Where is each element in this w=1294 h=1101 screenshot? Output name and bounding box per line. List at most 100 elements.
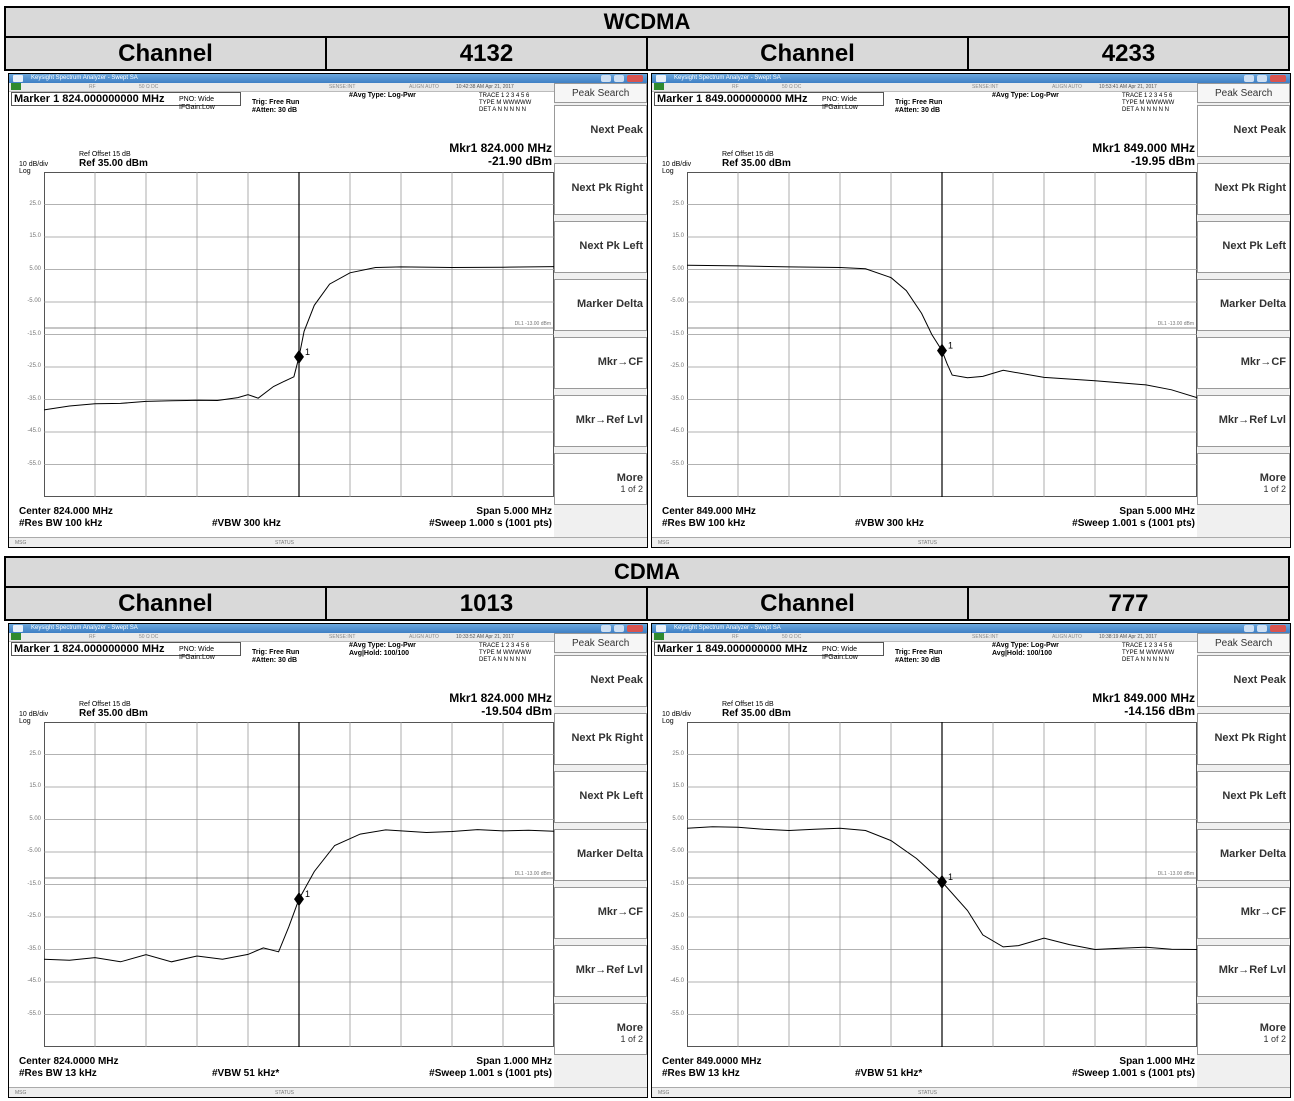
close-icon[interactable]	[1270, 75, 1286, 82]
window-title: Keysight Spectrum Analyzer - Swept SA	[674, 75, 781, 81]
softkey-panel: Peak Search Next Peak Next Pk Right Next Pk…	[1197, 83, 1290, 547]
spectrum-plot[interactable]: DL1 -13.00 dBm 1	[686, 172, 1198, 502]
softkey-next-pk-right-button[interactable]: Next Pk Right	[1197, 163, 1290, 215]
trigger-setting: Trig: Free Run	[252, 649, 300, 656]
channel-label-cell: Channel	[648, 588, 969, 621]
softkey-mkr-cf-button[interactable]: Mkr→CF	[554, 887, 647, 939]
y-tick-label: -25.0	[27, 363, 41, 369]
close-icon[interactable]	[627, 75, 643, 82]
softkey-next-pk-left-button[interactable]: Next Pk Left	[1197, 221, 1290, 273]
marker-frequency: Mkr1 824.000 MHz	[449, 691, 552, 705]
minimize-icon[interactable]	[1244, 625, 1254, 632]
softkey-mkr-cf-button[interactable]: Mkr→CF	[1197, 337, 1290, 389]
y-tick-label: 25.0	[672, 200, 684, 207]
softkey-marker-delta-button[interactable]: Marker Delta	[554, 829, 647, 881]
window-title: Keysight Spectrum Analyzer - Swept SA	[31, 75, 138, 81]
softkey-next-pk-right-button[interactable]: Next Pk Right	[1197, 713, 1290, 765]
scale-per-div: 10 dB/div	[19, 711, 49, 718]
sense-indicator: SENSE:INT	[972, 84, 999, 90]
softkey-menu-title: Peak Search	[1197, 633, 1290, 653]
y-tick-label: -15.0	[670, 880, 684, 887]
pno-setting: PNO: Wide	[822, 96, 858, 103]
channel-label-cell: Channel	[6, 588, 327, 621]
spectrum-plot[interactable]: DL1 -13.00 dBm 1	[43, 172, 555, 502]
softkey-more-button[interactable]: More 1 of 2	[554, 453, 647, 505]
softkey-mkr-ref-lvl-button[interactable]: Mkr→Ref Lvl	[1197, 945, 1290, 997]
trigger-setting: Trig: Free Run	[252, 99, 300, 106]
section-header-cdma: CDMA	[4, 556, 1290, 588]
softkey-panel: Peak Search Next Peak Next Pk Right Next Pk…	[554, 633, 647, 1097]
app-icon	[13, 75, 23, 82]
analyzer-screenshot: Keysight Spectrum Analyzer - Swept SA RF…	[651, 73, 1291, 548]
sweep-time: #Sweep 1.001 s (1001 pts)	[1072, 1068, 1195, 1079]
y-tick-label: -55.0	[670, 1010, 684, 1017]
softkey-more-button[interactable]: More 1 of 2	[1197, 1003, 1290, 1055]
avg-hold: Avg|Hold: 100/100	[349, 650, 410, 657]
softkey-next-peak-button[interactable]: Next Peak	[1197, 655, 1290, 707]
y-tick-label: -35.0	[670, 945, 684, 952]
vbw: #VBW 51 kHz*	[212, 1068, 280, 1079]
softkey-next-peak-button[interactable]: Next Peak	[1197, 105, 1290, 157]
softkey-more-button[interactable]: More 1 of 2	[554, 1003, 647, 1055]
avg-type: #Avg Type: Log-Pwr	[992, 92, 1059, 99]
window-titlebar: Keysight Spectrum Analyzer - Swept SA	[9, 624, 647, 633]
softkey-next-pk-right-button[interactable]: Next Pk Right	[554, 713, 647, 765]
minimize-icon[interactable]	[601, 625, 611, 632]
softkey-marker-delta-button[interactable]: Marker Delta	[554, 279, 647, 331]
maximize-icon[interactable]	[1257, 75, 1267, 82]
softkey-mkr-ref-lvl-button[interactable]: Mkr→Ref Lvl	[554, 945, 647, 997]
spectrum-chart: DL1 -13.00 dBm 1	[43, 172, 555, 497]
softkey-mkr-ref-lvl-button[interactable]: Mkr→Ref Lvl	[554, 395, 647, 447]
center-frequency: Center 849.0000 MHz	[662, 1056, 762, 1067]
display-line-label: DL1 -13.00 dBm	[515, 321, 551, 327]
close-icon[interactable]	[1270, 625, 1286, 632]
sweep-time: #Sweep 1.001 s (1001 pts)	[1072, 518, 1195, 529]
softkey-next-pk-left-button[interactable]: Next Pk Left	[1197, 771, 1290, 823]
softkey-mkr-ref-lvl-button[interactable]: Mkr→Ref Lvl	[1197, 395, 1290, 447]
softkey-marker-delta-button[interactable]: Marker Delta	[1197, 279, 1290, 331]
softkey-next-peak-button[interactable]: Next Peak	[554, 655, 647, 707]
marker-1-icon	[937, 874, 947, 889]
app-icon	[656, 75, 666, 82]
analyzer-screenshot: Keysight Spectrum Analyzer - Swept SA RF…	[651, 623, 1291, 1098]
close-icon[interactable]	[627, 625, 643, 632]
channel-value-cell: 4233	[969, 38, 1288, 71]
maximize-icon[interactable]	[614, 625, 624, 632]
marker-1-icon	[294, 349, 304, 364]
minimize-icon[interactable]	[601, 75, 611, 82]
minimize-icon[interactable]	[1244, 75, 1254, 82]
marker-readout[interactable]: Marker 1 824.000000000 MHz	[11, 92, 241, 106]
res-bw: #Res BW 100 kHz	[19, 518, 103, 529]
spectrum-trace	[43, 829, 555, 963]
marker-readout[interactable]: Marker 1 824.000000000 MHz	[11, 642, 241, 656]
softkey-next-pk-right-button[interactable]: Next Pk Right	[554, 163, 647, 215]
marker-readout[interactable]: Marker 1 849.000000000 MHz	[654, 642, 884, 656]
softkey-more-button[interactable]: More 1 of 2	[1197, 453, 1290, 505]
ifgain-setting: IFGain:Low	[179, 104, 215, 111]
softkey-next-peak-button[interactable]: Next Peak	[554, 105, 647, 157]
atten-setting: #Atten: 30 dB	[895, 107, 941, 114]
display-line-label: DL1 -13.00 dBm	[1158, 871, 1194, 877]
softkey-mkr-cf-button[interactable]: Mkr→CF	[554, 337, 647, 389]
vbw: #VBW 51 kHz*	[855, 1068, 923, 1079]
softkey-mkr-cf-button[interactable]: Mkr→CF	[1197, 887, 1290, 939]
coupling-indicator: 50 Ω DC	[139, 634, 159, 640]
softkey-next-pk-left-button[interactable]: Next Pk Left	[554, 221, 647, 273]
marker-readout[interactable]: Marker 1 849.000000000 MHz	[654, 92, 884, 106]
align-indicator: ALIGN AUTO	[1052, 634, 1082, 640]
trace-type: TYPE M WWWWW	[1122, 100, 1175, 106]
spectrum-plot[interactable]: DL1 -13.00 dBm 1	[43, 722, 555, 1052]
y-tick-label: -25.0	[27, 913, 41, 919]
spectrum-plot[interactable]: DL1 -13.00 dBm 1	[686, 722, 1198, 1052]
maximize-icon[interactable]	[1257, 625, 1267, 632]
y-tick-label: -15.0	[27, 880, 41, 887]
maximize-icon[interactable]	[614, 75, 624, 82]
softkey-next-pk-left-button[interactable]: Next Pk Left	[554, 771, 647, 823]
align-indicator: ALIGN AUTO	[409, 634, 439, 640]
softkey-marker-delta-button[interactable]: Marker Delta	[1197, 829, 1290, 881]
sweep-time: #Sweep 1.000 s (1001 pts)	[429, 518, 552, 529]
marker-level: -19.95 dBm	[1130, 154, 1195, 168]
y-tick-label: -5.00	[27, 848, 41, 854]
sweep-time: #Sweep 1.001 s (1001 pts)	[429, 1068, 552, 1079]
y-tick-label: -25.0	[670, 363, 684, 369]
